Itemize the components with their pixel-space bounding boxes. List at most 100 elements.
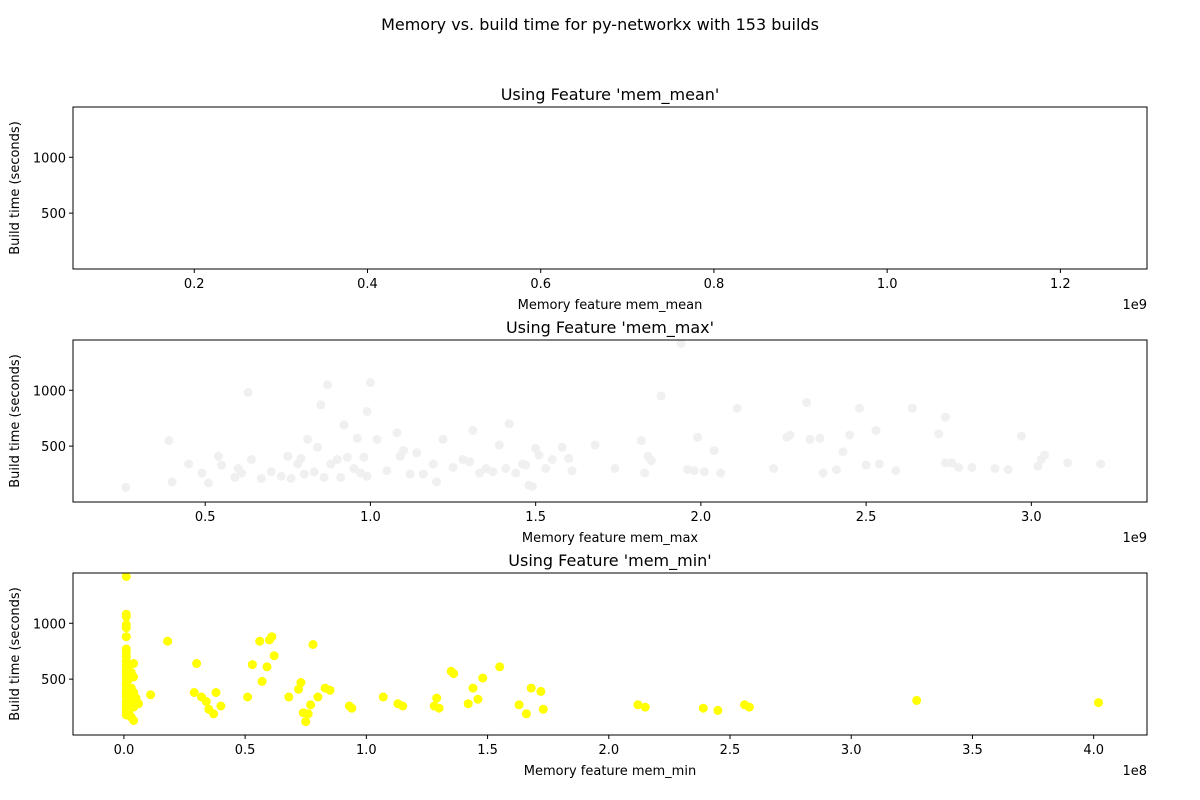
chart-0-x-tick-label-2: 0.6 — [530, 277, 551, 292]
chart-1-point-49 — [438, 434, 448, 444]
chart-1-point-110 — [1003, 465, 1013, 475]
chart-1-point-39 — [372, 434, 382, 444]
chart-1-point-29 — [336, 472, 346, 482]
chart-1-point-36 — [362, 471, 372, 481]
chart-2-point-63 — [303, 709, 313, 719]
chart-2-plot-frame — [72, 572, 1148, 736]
chart-1-points — [121, 340, 1106, 492]
chart-1-point-70 — [564, 453, 574, 463]
chart-2-point-80 — [468, 683, 478, 693]
chart-1-x-offset-label: 1e9 — [1122, 531, 1147, 546]
chart-2-point-58 — [284, 692, 294, 702]
chart-1-point-41 — [392, 428, 402, 438]
chart-2-point-95 — [912, 695, 922, 705]
chart-1-point-96 — [845, 430, 855, 440]
chart-1-point-60 — [511, 468, 521, 478]
chart-2-x-tick-label-8: 4.0 — [1083, 743, 1104, 758]
chart-1-point-102 — [907, 403, 917, 413]
chart-0-y-axis-label: Build time (seconds) — [8, 121, 23, 255]
chart-2-point-73 — [398, 701, 408, 711]
chart-1-point-21 — [303, 434, 313, 444]
chart-1-point-77 — [646, 456, 656, 466]
chart-1-point-46 — [418, 469, 428, 479]
chart-1-point-35 — [359, 452, 369, 462]
chart-1-x-tick-label-4: 2.5 — [856, 510, 877, 525]
chart-1-point-71 — [567, 466, 577, 476]
chart-1-x-tick-label-2: 1.5 — [525, 510, 546, 525]
chart-1-point-92 — [815, 433, 825, 443]
chart-2-point-51 — [247, 660, 257, 670]
chart-2-point-45 — [201, 697, 211, 706]
chart-1-point-82 — [693, 432, 703, 442]
chart-1-point-85 — [716, 468, 726, 478]
chart-1-point-12 — [246, 455, 256, 464]
chart-2-point-92 — [713, 705, 723, 715]
chart-2-point-88 — [538, 704, 548, 714]
chart-1-point-65 — [531, 443, 541, 453]
chart-2-x-tick-label-2: 1.0 — [356, 743, 377, 758]
chart-1-point-94 — [831, 465, 841, 475]
chart-2-x-tick-label-1: 0.5 — [235, 743, 256, 758]
chart-2-point-39 — [134, 699, 143, 709]
chart-1-y-tick-label-1: 1000 — [33, 384, 66, 399]
chart-1-point-7 — [217, 460, 227, 470]
chart-1-point-84 — [709, 446, 719, 456]
chart-1-point-19 — [296, 453, 306, 463]
chart-0-plot-frame — [72, 106, 1148, 270]
chart-1-point-86 — [732, 403, 742, 413]
chart-1-point-14 — [266, 467, 276, 477]
chart-1-point-67 — [541, 464, 551, 473]
chart-1-point-13 — [256, 474, 266, 483]
chart-1-point-5 — [204, 478, 213, 488]
chart-1-point-24 — [316, 400, 326, 410]
chart-2-x-axis-label: Memory feature mem_min — [524, 764, 696, 779]
chart-1-point-2 — [167, 477, 177, 487]
chart-1-point-8 — [230, 472, 240, 482]
chart-2-x-tick-label-5: 2.5 — [720, 743, 741, 758]
chart-2-x-tick-label-4: 2.0 — [598, 743, 619, 758]
chart-1-point-32 — [349, 464, 359, 473]
chart-1-point-57 — [494, 440, 504, 450]
chart-1-point-112 — [1033, 461, 1043, 471]
subplot-mem-mean: Using Feature 'mem_mean' 0.2 0.4 0.6 0.8 1.0 1… — [8, 85, 1148, 313]
chart-1-x-tick-label-1: 1.0 — [360, 510, 381, 525]
chart-2-point-82 — [478, 673, 488, 683]
chart-1-point-30 — [339, 420, 349, 430]
chart-1-point-74 — [636, 436, 646, 446]
chart-2-point-65 — [308, 640, 318, 649]
chart-1-point-20 — [299, 469, 309, 479]
chart-1-point-64 — [527, 481, 537, 491]
chart-2-point-78 — [449, 669, 459, 679]
chart-0-x-offset-label: 1e9 — [1122, 298, 1147, 313]
chart-1-point-78 — [656, 391, 666, 401]
chart-1-point-98 — [861, 460, 871, 470]
chart-1-point-87 — [769, 464, 779, 473]
chart-2-point-68 — [325, 685, 335, 695]
chart-1-point-6 — [213, 451, 223, 461]
chart-2-x-tick-label-3: 1.5 — [477, 743, 498, 758]
chart-1-point-101 — [891, 466, 901, 476]
chart-2-point-90 — [640, 702, 650, 712]
chart-1-x-axis-label: Memory feature mem_max — [522, 531, 699, 546]
chart-2-point-83 — [495, 662, 505, 672]
chart-1-point-95 — [838, 447, 848, 457]
chart-0-x-tick-label-4: 1.0 — [877, 277, 898, 292]
chart-1-point-16 — [283, 451, 293, 461]
chart-2-point-60 — [296, 678, 306, 687]
chart-1-point-25 — [319, 472, 329, 482]
chart-2-y-tick-label-1: 1000 — [33, 617, 66, 632]
chart-2-point-89 — [633, 700, 643, 710]
chart-1-point-116 — [1096, 459, 1106, 469]
chart-2-point-52 — [255, 636, 265, 646]
chart-1-x-tick-label-0: 0.5 — [195, 510, 216, 525]
chart-2-point-43 — [192, 659, 202, 668]
chart-1-point-26 — [323, 380, 332, 390]
chart-2-x-tick-label-0: 0.0 — [114, 743, 135, 758]
chart-1-point-11 — [243, 388, 253, 397]
chart-2-point-2 — [121, 612, 131, 622]
figure-suptitle: Memory vs. build time for py-networkx wi… — [381, 15, 819, 34]
chart-0-x-tick-label-1: 0.4 — [357, 277, 378, 292]
chart-1-point-107 — [954, 462, 964, 472]
chart-1-point-17 — [286, 474, 296, 483]
